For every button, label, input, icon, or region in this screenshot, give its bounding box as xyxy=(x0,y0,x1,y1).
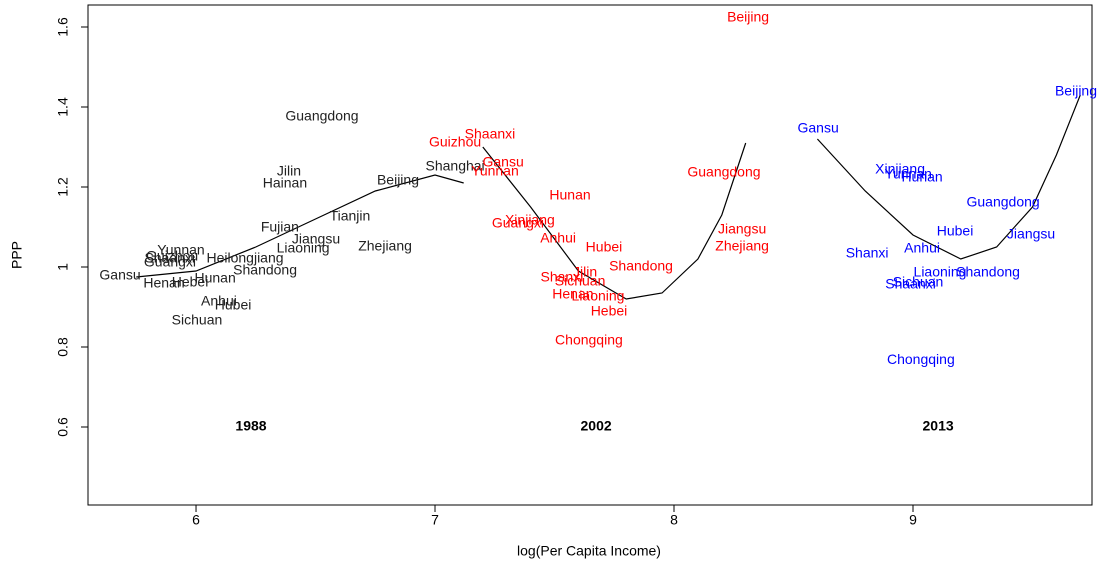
province-label: Anhui xyxy=(904,240,940,256)
province-label: Jilin xyxy=(573,264,597,280)
province-label: Anhui xyxy=(201,293,237,309)
province-label: Shandong xyxy=(609,258,673,274)
x-tick-label: 6 xyxy=(192,512,200,528)
year-annotation: 2002 xyxy=(581,418,612,434)
province-label: Gansu xyxy=(99,267,140,283)
province-label: Yunnan xyxy=(157,242,205,258)
year-annotation: 2013 xyxy=(923,418,954,434)
province-label: Heilongjiang xyxy=(206,250,283,266)
province-label: Henan xyxy=(143,275,184,291)
province-label: Shaanxi xyxy=(144,250,195,266)
province-label: Henan xyxy=(552,286,593,302)
province-label: Hebei xyxy=(172,274,209,290)
province-label: Jiangsu xyxy=(1007,226,1055,242)
province-label: Hainan xyxy=(263,175,307,191)
province-label: Xinjiang xyxy=(875,161,925,177)
province-label: Hunan xyxy=(549,187,590,203)
province-label: Guangdong xyxy=(285,108,358,124)
province-label: Yunnan xyxy=(471,163,519,179)
province-label: Jiangsu xyxy=(718,221,766,237)
province-label: Shanxi xyxy=(846,245,889,261)
province-label: Liaoning xyxy=(914,264,967,280)
province-label: Beijing xyxy=(377,172,419,188)
province-label: Shaanxi xyxy=(465,126,516,142)
province-label: Beijing xyxy=(727,9,769,25)
province-label: Chongqing xyxy=(555,332,623,348)
y-tick-label: 1.2 xyxy=(55,177,71,197)
province-label: Guangdong xyxy=(687,164,760,180)
province-label: Guizhou xyxy=(429,134,481,150)
province-label: Chongqing xyxy=(887,351,955,367)
fit-curve xyxy=(816,94,1081,260)
province-label: Beijing xyxy=(1055,83,1097,99)
fit-curve xyxy=(482,142,747,300)
y-tick-label: 1 xyxy=(55,263,71,271)
province-label: Shaanxi xyxy=(885,276,936,292)
province-label: Jilin xyxy=(277,163,301,179)
province-label: Shanxi xyxy=(541,269,584,285)
province-label: Guangxi xyxy=(492,215,544,231)
province-label: Hebei xyxy=(591,303,628,319)
plot-frame xyxy=(87,4,1093,506)
province-label: Xinjiang xyxy=(505,212,555,228)
province-label: Guangdong xyxy=(967,194,1040,210)
province-label: Shandong xyxy=(233,262,297,278)
province-label: Tianjin xyxy=(330,208,371,224)
province-label: Guizhou xyxy=(146,248,198,264)
province-label: Zhejiang xyxy=(715,238,769,254)
province-label: Liaoning xyxy=(277,240,330,256)
province-label: Sichuan xyxy=(172,312,223,328)
province-label: Zhejiang xyxy=(358,238,412,254)
province-label: Sichuan xyxy=(555,273,606,289)
y-tick-label: 1.4 xyxy=(55,97,71,117)
x-axis-label: log(Per Capita Income) xyxy=(517,543,661,559)
province-label: Yunnan xyxy=(884,166,932,182)
province-label: Liaoning xyxy=(572,288,625,304)
province-label: Hubei xyxy=(215,297,252,313)
province-label: Anhui xyxy=(540,230,576,246)
province-label: Sichuan xyxy=(893,274,944,290)
province-label: Gansu xyxy=(797,120,838,136)
x-tick-label: 8 xyxy=(670,512,678,528)
x-tick-label: 7 xyxy=(431,512,439,528)
province-label: Hubei xyxy=(586,239,623,255)
province-label: Guangxi xyxy=(144,254,196,270)
y-axis-label: PPP xyxy=(9,241,25,269)
province-label: Hunan xyxy=(901,169,942,185)
province-label: Jiangsu xyxy=(292,231,340,247)
province-label: Shanghai xyxy=(426,158,485,174)
y-tick-label: 0.8 xyxy=(55,337,71,357)
province-label: Hunan xyxy=(195,270,236,286)
y-tick-label: 1.6 xyxy=(55,17,71,37)
province-label: Fujian xyxy=(261,219,299,235)
province-label: Hubei xyxy=(937,223,974,239)
fit-curve xyxy=(136,174,464,278)
y-tick-label: 0.6 xyxy=(55,417,71,437)
province-label: Shandong xyxy=(956,264,1020,280)
province-label: Gansu xyxy=(483,154,524,170)
x-tick-label: 9 xyxy=(909,512,917,528)
year-annotation: 1988 xyxy=(235,418,266,434)
